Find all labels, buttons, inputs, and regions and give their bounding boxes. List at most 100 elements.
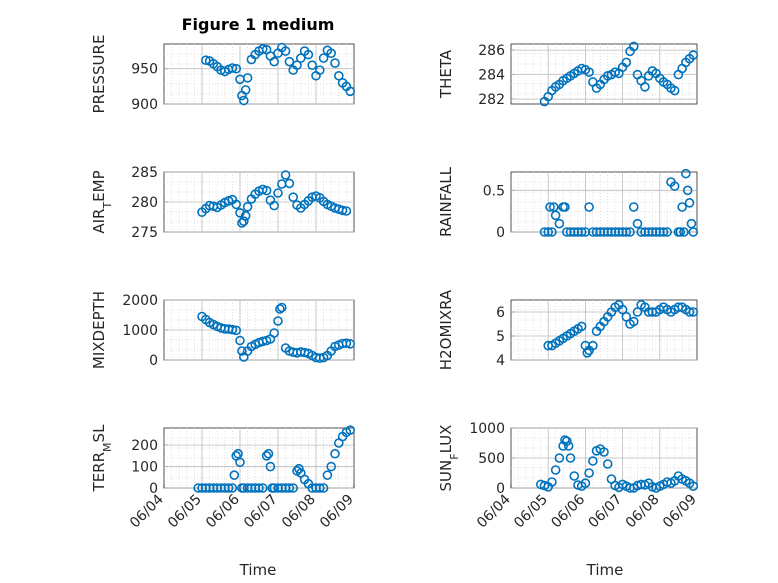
- chart-panel-5: 4 5 6 H2OMIXRA: [437, 289, 699, 370]
- data-point: [223, 483, 234, 493]
- data-point: [330, 58, 340, 68]
- data-point: [231, 325, 241, 336]
- data-point: [681, 168, 691, 179]
- data-point: [280, 46, 291, 56]
- data-point: [261, 451, 272, 461]
- data-point: [621, 227, 632, 237]
- data-point: [584, 202, 594, 212]
- data-point: [337, 205, 348, 216]
- chart-panel-1: 282 284 286 THETA: [437, 41, 699, 108]
- data-point: [560, 202, 570, 212]
- data-point: [288, 483, 299, 493]
- data-point: [318, 53, 329, 63]
- chart-panel-4: 0 1000 2000 MIXDEPTH: [90, 291, 356, 369]
- data-point: [235, 457, 245, 468]
- data-point: [239, 216, 249, 226]
- x-axis-label-right: Time: [586, 561, 624, 579]
- data-point: [550, 465, 561, 475]
- y-tick-label: 275: [131, 225, 158, 241]
- y-tick-label: 0: [149, 481, 158, 497]
- data-point: [275, 304, 285, 314]
- data-point: [240, 85, 251, 95]
- y-tick-label: 5: [496, 329, 505, 345]
- y-tick-label: 2000: [122, 293, 158, 309]
- data-point: [231, 63, 241, 74]
- data-point: [333, 70, 344, 81]
- data-point: [314, 483, 325, 493]
- data-point: [621, 311, 632, 322]
- data-point: [341, 206, 352, 216]
- y-tick-label: 1000: [469, 421, 505, 437]
- chart-panel-0: 900 950 PRESSURE: [90, 35, 356, 113]
- data-point: [326, 48, 337, 58]
- y-tick-label: 284: [478, 68, 505, 84]
- data-point: [679, 227, 689, 237]
- data-point: [318, 483, 329, 493]
- data-point: [561, 436, 572, 447]
- data-point: [201, 55, 211, 66]
- data-point: [602, 459, 613, 469]
- figure-title: Figure 1 medium: [182, 15, 335, 34]
- data-point: [330, 448, 340, 459]
- data-point: [545, 202, 555, 212]
- x-tick-label: 06/05: [165, 492, 205, 532]
- data-point: [563, 441, 574, 451]
- data-point: [565, 453, 576, 463]
- data-point: [257, 483, 268, 493]
- data-point: [229, 470, 240, 480]
- data-point: [554, 453, 565, 463]
- x-tick-label: 06/09: [660, 492, 700, 532]
- y-tick-label: 4: [496, 353, 505, 369]
- chart-panel-3: 0 0.5 RAINFALL: [437, 166, 699, 241]
- data-point: [617, 304, 628, 315]
- x-tick-label: 06/08: [623, 492, 663, 532]
- data-point: [669, 181, 680, 191]
- data-point: [688, 481, 699, 492]
- y-tick-label: 0: [496, 481, 505, 497]
- data-point: [588, 340, 598, 351]
- y-axis-label: H2OMIXRA: [437, 289, 455, 370]
- data-point: [227, 63, 238, 73]
- y-tick-label: 0: [149, 353, 158, 369]
- x-tick-label: 06/06: [548, 491, 588, 531]
- data-point: [628, 316, 639, 327]
- data-point: [675, 227, 686, 237]
- data-point: [233, 448, 243, 459]
- data-point: [227, 324, 238, 335]
- y-axis-label: TERRMSL: [90, 424, 114, 493]
- data-point: [326, 461, 337, 472]
- y-tick-label: 0: [496, 225, 505, 241]
- data-point: [543, 227, 554, 237]
- x-tick-label: 06/05: [511, 492, 551, 532]
- data-point: [284, 483, 295, 493]
- data-point: [684, 198, 695, 208]
- y-tick-label: 0.5: [483, 183, 505, 199]
- data-point: [677, 202, 687, 212]
- plot-area: [163, 427, 355, 489]
- data-point: [322, 470, 333, 480]
- y-tick-label: 900: [131, 97, 158, 113]
- data-point: [288, 192, 299, 202]
- data-point: [584, 67, 594, 77]
- data-point: [242, 202, 253, 212]
- data-point: [242, 73, 253, 83]
- data-point: [269, 200, 280, 211]
- y-axis-label: THETA: [437, 49, 455, 99]
- data-point: [547, 477, 557, 487]
- y-tick-label: 6: [496, 305, 505, 321]
- data-point: [658, 227, 669, 237]
- y-axis-label: SUNFLUX: [437, 425, 461, 492]
- data-point: [547, 227, 557, 237]
- data-point: [582, 347, 593, 358]
- data-point: [682, 185, 693, 196]
- chart-panel-6: 0 100 200 TERRMSL 06/0406/0506/0606/0706/080…: [90, 424, 357, 531]
- data-point: [632, 218, 643, 229]
- data-point: [254, 483, 264, 493]
- chart-panel-2: 275 280 285 AIRTEMP: [90, 165, 355, 241]
- data-point: [307, 60, 318, 70]
- data-point: [662, 227, 673, 237]
- data-point: [265, 461, 276, 472]
- y-tick-label: 100: [131, 460, 158, 476]
- data-point: [684, 307, 695, 317]
- x-tick-label: 06/08: [279, 492, 319, 532]
